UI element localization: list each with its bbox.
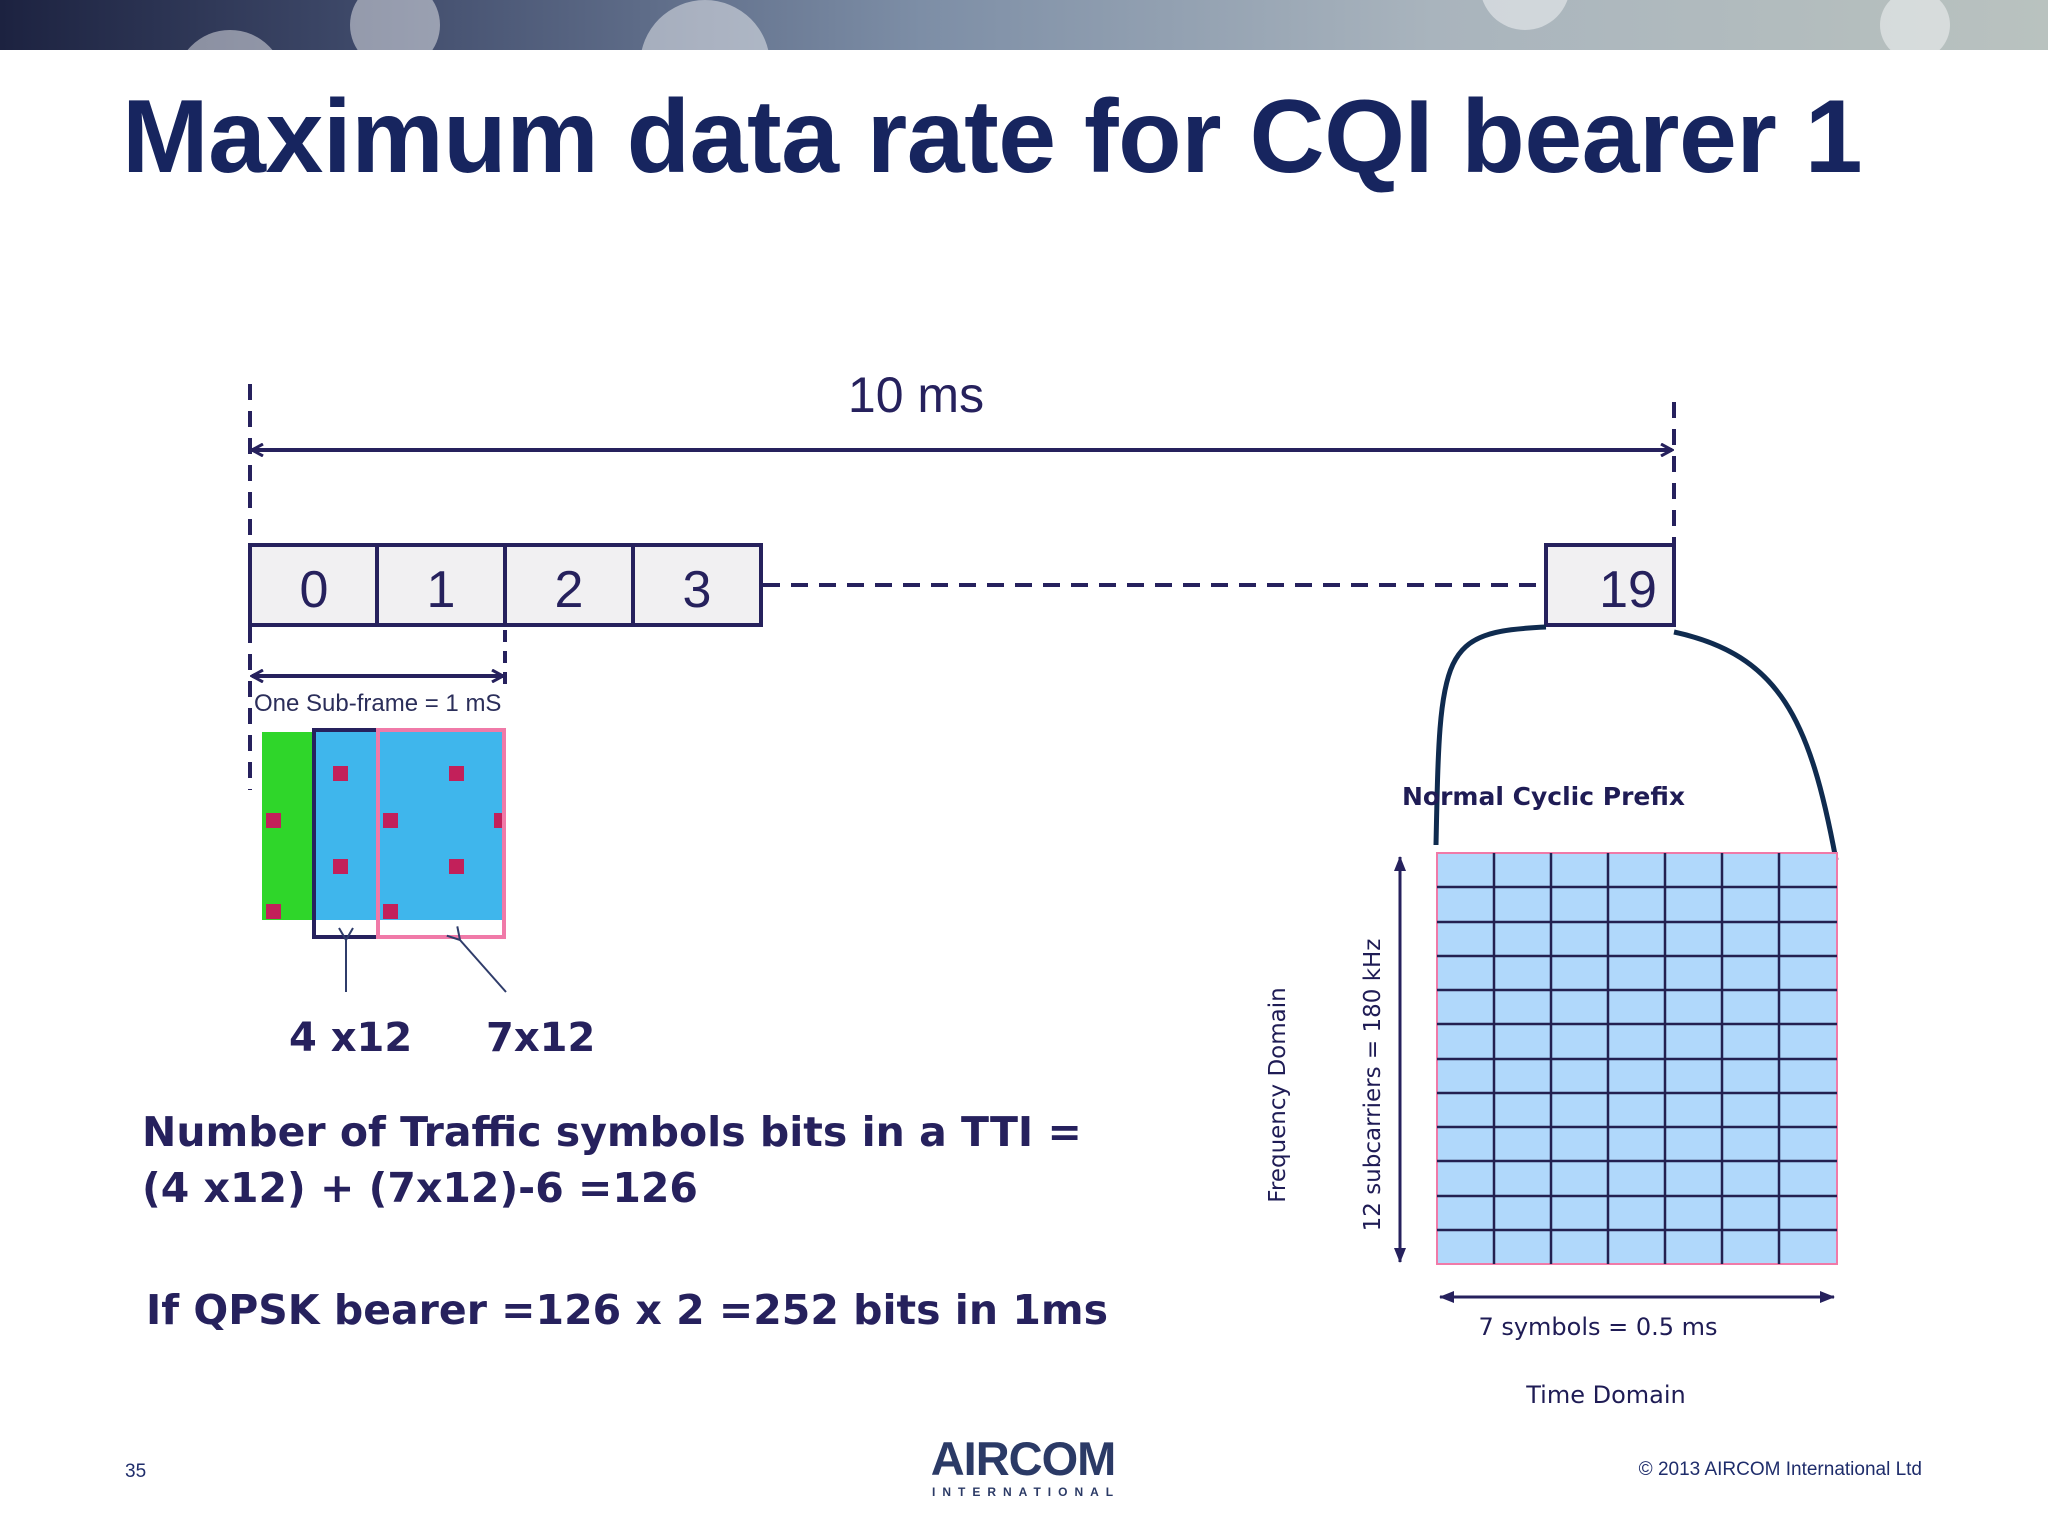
reference-signal — [449, 859, 464, 874]
qpsk-bitrate-statement: If QPSK bearer =126 x 2 =252 bits in 1ms — [146, 1286, 1108, 1334]
subframe-label: 1 — [427, 561, 456, 619]
aircom-logo: AIRCOM INTERNATIONAL — [928, 1434, 1118, 1500]
reference-signal — [383, 813, 398, 828]
top-banner — [0, 0, 2048, 50]
traffic-region — [314, 732, 504, 920]
reference-signal — [333, 859, 348, 874]
zoom-curve-right — [1673, 629, 1839, 861]
subframe-duration-label: One Sub-frame = 1 mS — [254, 690, 501, 717]
reference-signal — [266, 813, 281, 828]
seven-by-twelve-label: 7x12 — [486, 1015, 595, 1061]
copyright-notice: © 2013 AIRCOM International Ltd — [1638, 1459, 1922, 1480]
reference-signal — [333, 766, 348, 781]
frame-duration-label: 10 ms — [848, 367, 984, 423]
subframe-box — [503, 543, 635, 627]
logo-subtitle: INTERNATIONAL — [932, 1485, 1121, 1499]
subframe-box — [631, 543, 763, 627]
slot-grid-lines — [1437, 853, 1837, 1264]
reference-signal — [494, 813, 504, 828]
subframe-box — [375, 543, 507, 627]
seven-by-twelve-pointer — [446, 926, 507, 993]
subframe-box — [248, 543, 379, 627]
zoom-curve-left — [1433, 624, 1547, 846]
traffic-symbols-formula: Number of Traffic symbols bits in a TTI … — [142, 1108, 1082, 1212]
slot-resource-grid — [1436, 852, 1838, 1265]
reference-signal — [266, 904, 281, 919]
last-subframe-box — [1544, 543, 1676, 627]
logo-wordmark: AIRCOM — [930, 1432, 1117, 1485]
last-subframe-label: 19 — [1599, 561, 1657, 619]
seven-symbol-region-outline — [376, 728, 506, 939]
time-axis-label: Time Domain — [1525, 1381, 1686, 1409]
subframe-label: 2 — [555, 561, 584, 619]
subframe-label: 3 — [683, 561, 712, 619]
slot-title: Normal Cyclic Prefix — [1402, 782, 1685, 811]
four-by-twelve-label: 4 x12 — [289, 1015, 412, 1061]
slide-title: Maximum data rate for CQI bearer 1 — [122, 79, 1863, 195]
resource-block-grid — [262, 728, 506, 939]
reference-signal — [449, 766, 464, 781]
banner-bokeh — [350, 0, 440, 50]
subframe-row: 0 1 2 3 19 — [248, 543, 1676, 627]
symbols-axis-label: 7 symbols = 0.5 ms — [1478, 1313, 1717, 1341]
subframe-label: 0 — [300, 561, 329, 619]
frequency-axis-label: Frequency Domain — [1265, 987, 1291, 1202]
page-number: 35 — [125, 1461, 147, 1482]
banner-bokeh — [1880, 0, 1950, 50]
subcarrier-axis-label: 12 subcarriers = 180 kHz — [1360, 939, 1386, 1232]
reference-signal — [383, 904, 398, 919]
